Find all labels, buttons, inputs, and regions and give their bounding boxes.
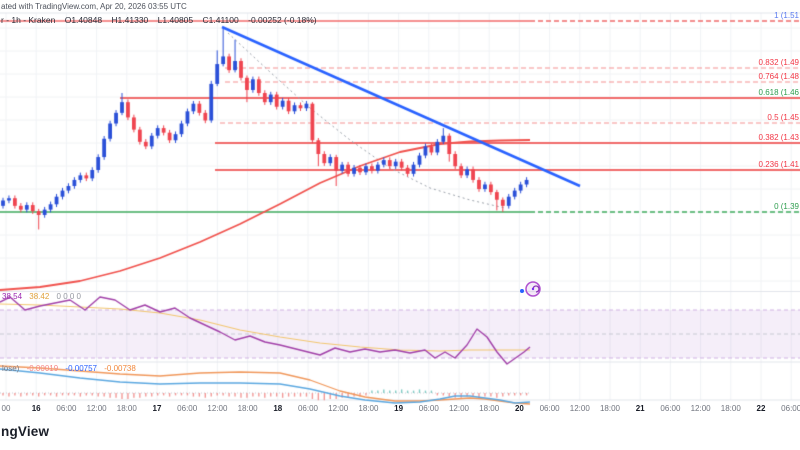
macd-hist-value: -0.00019 bbox=[26, 364, 59, 373]
symbol-name: r - 1h - Kraken bbox=[1, 15, 56, 25]
ohlc-open: O1.40848 bbox=[64, 15, 103, 25]
macd-label-prefix: lose) bbox=[2, 364, 20, 373]
ohlc-close: C1.41100 bbox=[202, 15, 239, 25]
macd-indicator-values: lose) -0.00019 -0.00757 -0.00738 bbox=[2, 364, 141, 373]
symbol-info-bar: r - 1h - Kraken O1.40848 H1.41330 L1.408… bbox=[1, 15, 324, 25]
rsi-value: 38.54 bbox=[2, 292, 23, 301]
rsi-ma-value: 38.42 bbox=[29, 292, 50, 301]
tradingview-logo[interactable]: ngView bbox=[1, 424, 50, 439]
ohlc-low: L1.40805 bbox=[157, 15, 194, 25]
rsi-extra-values: 0 0 0 0 bbox=[56, 292, 81, 301]
macd-signal-value: -0.00738 bbox=[104, 364, 136, 373]
macd-line-value: -0.00757 bbox=[65, 364, 97, 373]
ohlc-change: -0.00252 (-0.18%) bbox=[248, 15, 317, 25]
attribution-text: ated with TradingView.com, Apr 20, 2026 … bbox=[1, 2, 187, 11]
ohlc-high: H1.41330 bbox=[111, 15, 149, 25]
swirl-sticker-icon bbox=[518, 279, 546, 301]
rsi-indicator-values: 38.54 38.42 0 0 0 0 bbox=[2, 292, 86, 301]
